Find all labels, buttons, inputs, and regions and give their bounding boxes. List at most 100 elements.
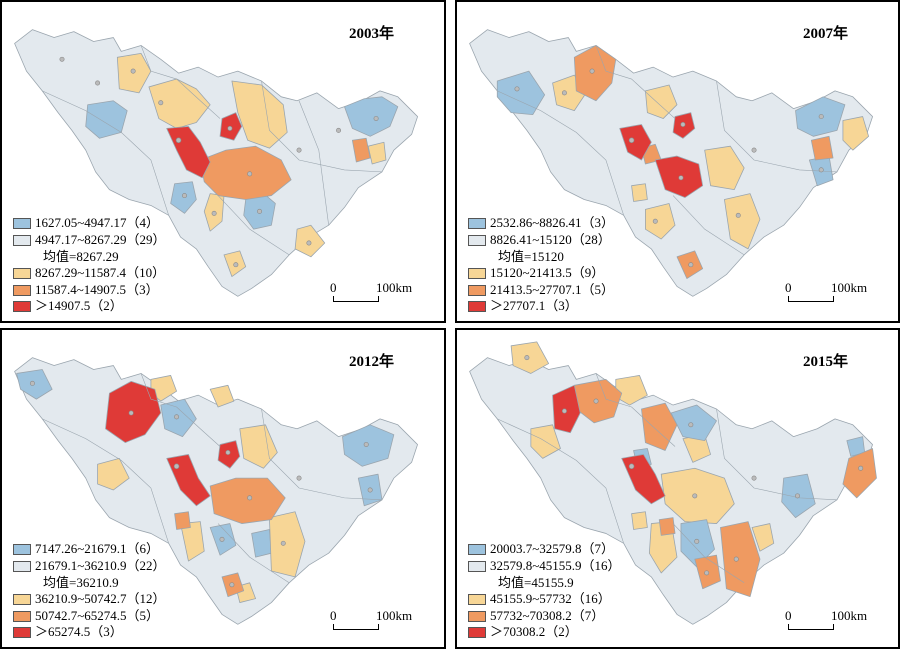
legend-swatch (13, 560, 31, 572)
county-orange-small-1 (174, 511, 191, 530)
scale-bar-line (788, 624, 834, 630)
county-yellow-east (239, 424, 278, 469)
legend-swatch (13, 544, 31, 556)
legend-row-1: 1627.05~4947.17 （4） (13, 215, 166, 232)
legend-swatch (468, 234, 486, 246)
scale-zero: 0 (785, 280, 792, 295)
county-red-capital (619, 124, 652, 161)
legend-mean: 均值=15120 (498, 248, 564, 264)
county-orange-east (351, 137, 371, 163)
county-yellow-southwest (645, 203, 676, 240)
county-orange-central (199, 145, 292, 200)
legend-swatch (13, 234, 31, 246)
scale-bar: 0 100km (785, 280, 895, 304)
county-orange-small (658, 517, 676, 536)
legend-row-2: 8826.41~15120 （28） (468, 232, 614, 249)
legend-row-3: 8267.29~11587.4 （10） (13, 265, 166, 282)
map-panel-2012: 2012年 7147.26~21679.1 （6） 21679.1~36210.9… (0, 328, 446, 649)
scale-bar-line (333, 624, 379, 630)
scale-label: 100km (376, 608, 413, 623)
legend-swatch (468, 218, 486, 230)
legend-row-4: 11587.4~14907.5 （3） (13, 282, 166, 299)
legend-row-4: 21413.5~27707.1 （5） (468, 282, 614, 299)
legend-count: （5） (581, 281, 615, 297)
legend-row-5: ＞27707.1 （3） (468, 298, 614, 315)
county-yellow-northwest (510, 341, 550, 374)
legend-row-3: 36210.9~50742.7 （12） (13, 591, 166, 608)
legend-row-3: 15120~21413.5 （9） (468, 265, 614, 282)
legend-swatch (468, 610, 486, 622)
legend-count: （2） (545, 624, 578, 640)
legend-range: 21413.5~27707.1 (490, 281, 582, 297)
county-yellow-east (842, 116, 869, 151)
legend-count: （3） (90, 624, 123, 640)
legend-row-2: 4947.17~8267.29 （29） (13, 232, 166, 249)
legend-count: （12） (126, 591, 166, 607)
map-panel-2003: 2003年 1627.05~4947.17 （4） 4947.17~8267.29… (0, 0, 446, 323)
legend-range: ＞14907.5 (35, 298, 91, 314)
legend-range: ＞70308.2 (490, 624, 546, 640)
panel-year-title: 2003年 (348, 26, 394, 42)
legend-range: 4947.17~8267.29 (35, 232, 127, 248)
county-yellow-small (631, 511, 648, 530)
legend-range: 15120~21413.5 (490, 265, 572, 281)
legend-swatch (468, 301, 486, 313)
legend-range: 45155.9~57732 (490, 591, 572, 607)
legend-range: 32579.8~45155.9 (490, 558, 582, 574)
county-yellow-small (631, 183, 648, 202)
legend-count: （22） (126, 558, 166, 574)
legend-swatch (468, 268, 486, 280)
county-blue-south-2 (251, 529, 272, 558)
county-yellow-north-central (148, 78, 211, 129)
scale-zero: 0 (330, 280, 337, 295)
county-yellow-southeast (269, 511, 306, 578)
legend-count: （16） (571, 591, 611, 607)
county-yellow-east (367, 141, 387, 165)
legend-row-5: ＞70308.2 （2） (468, 624, 621, 641)
scale-label: 100km (831, 280, 868, 295)
legend-row-1: 20003.7~32579.8 （7） (468, 541, 621, 558)
legend-count: （3） (581, 215, 615, 231)
county-yellow-central (704, 145, 745, 191)
legend-swatch (13, 610, 31, 622)
legend-count: （28） (571, 232, 611, 248)
county-yellow-central-east (231, 80, 288, 149)
legend-range: ＞27707.1 (490, 298, 546, 314)
legend-count: （29） (126, 232, 166, 248)
legend-row-5: ＞65274.5 （3） (13, 624, 166, 641)
legend-mean: 均值=45155.9 (498, 574, 574, 590)
legend-range: 57732~70308.2 (490, 607, 572, 623)
county-yellow-south (724, 193, 761, 250)
panel-year-title: 2012年 (348, 354, 394, 370)
county-map-2012 (14, 357, 418, 625)
county-yellow-south (660, 467, 735, 524)
legend-mean: 均值=8267.29 (43, 248, 119, 264)
legend-row-3: 45155.9~57732 （16） (468, 591, 621, 608)
county-orange-southeast (720, 521, 761, 598)
county-orange-east (842, 448, 877, 499)
legend-swatch (13, 268, 31, 280)
legend-count: （7） (581, 541, 615, 557)
county-yellow-small-1 (209, 384, 235, 408)
map-panel-2015: 2015年 20003.7~32579.8 （7） 32579.8~45155.9… (455, 328, 900, 649)
legend-swatch (13, 301, 31, 313)
panel-year-title: 2007年 (802, 26, 848, 42)
legend-count: （5） (126, 607, 160, 623)
scale-zero: 0 (785, 608, 792, 623)
county-map-2007 (469, 29, 873, 297)
legend-row-4: 57732~70308.2 （7） (468, 608, 621, 625)
legend-range: 2532.86~8826.41 (490, 215, 582, 231)
county-blue-east (344, 96, 399, 137)
legend-count: （7） (571, 607, 605, 623)
scale-label: 100km (831, 608, 868, 623)
legend-range: 1627.05~4947.17 (35, 215, 127, 231)
county-red-northwest (552, 384, 581, 434)
county-yellow-west (97, 457, 130, 491)
legend-swatch (468, 544, 486, 556)
legend-count: （10） (126, 265, 166, 281)
county-yellow-southwest (180, 521, 205, 562)
county-yellow-north (645, 84, 678, 119)
legend-count: （6） (126, 541, 160, 557)
scale-bar-line (788, 296, 834, 302)
scale-bar: 0 100km (330, 280, 440, 304)
